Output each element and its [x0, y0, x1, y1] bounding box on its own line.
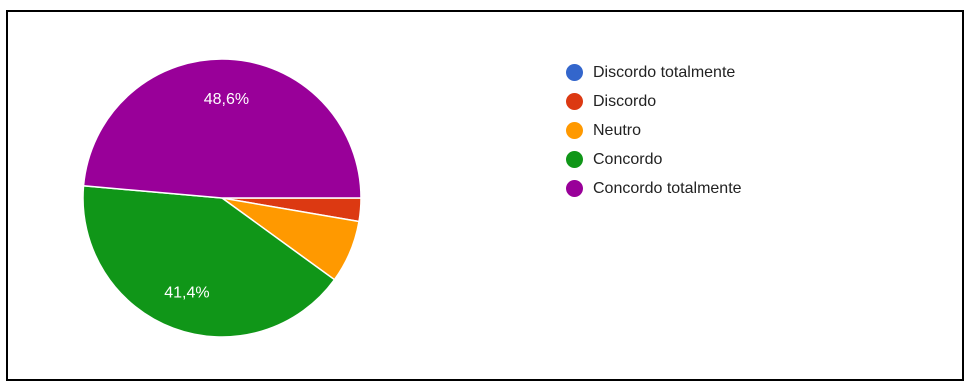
- pie-slice-concordo[interactable]: [82, 184, 336, 338]
- slice-data-label: 48,6%: [204, 91, 249, 108]
- legend-swatch: [566, 64, 583, 81]
- legend-label: Discordo: [593, 92, 657, 110]
- pie-slice-concordo-totalmente[interactable]: [82, 58, 362, 199]
- legend-label: Concordo: [593, 150, 663, 168]
- pie-slice-labels: 41,4% 48,6%: [164, 91, 249, 302]
- pie-slices: [82, 58, 362, 338]
- legend-swatch: [566, 93, 583, 110]
- legend-swatch: [566, 151, 583, 168]
- legend-item-concordo[interactable]: Concordo: [566, 145, 742, 174]
- legend-swatch: [566, 122, 583, 139]
- legend-item-discordo[interactable]: Discordo: [566, 87, 742, 116]
- legend-item-discordo-totalmente[interactable]: Discordo totalmente: [566, 58, 742, 87]
- legend-label: Discordo totalmente: [593, 63, 736, 81]
- legend-label: Concordo totalmente: [593, 179, 742, 197]
- legend-item-neutro[interactable]: Neutro: [566, 116, 742, 145]
- legend-label: Neutro: [593, 121, 642, 139]
- slice-data-label: 41,4%: [164, 285, 209, 302]
- legend: Discordo totalmente Discordo Neutro Conc…: [566, 58, 742, 203]
- legend-swatch: [566, 180, 583, 197]
- legend-item-concordo-totalmente[interactable]: Concordo totalmente: [566, 174, 742, 203]
